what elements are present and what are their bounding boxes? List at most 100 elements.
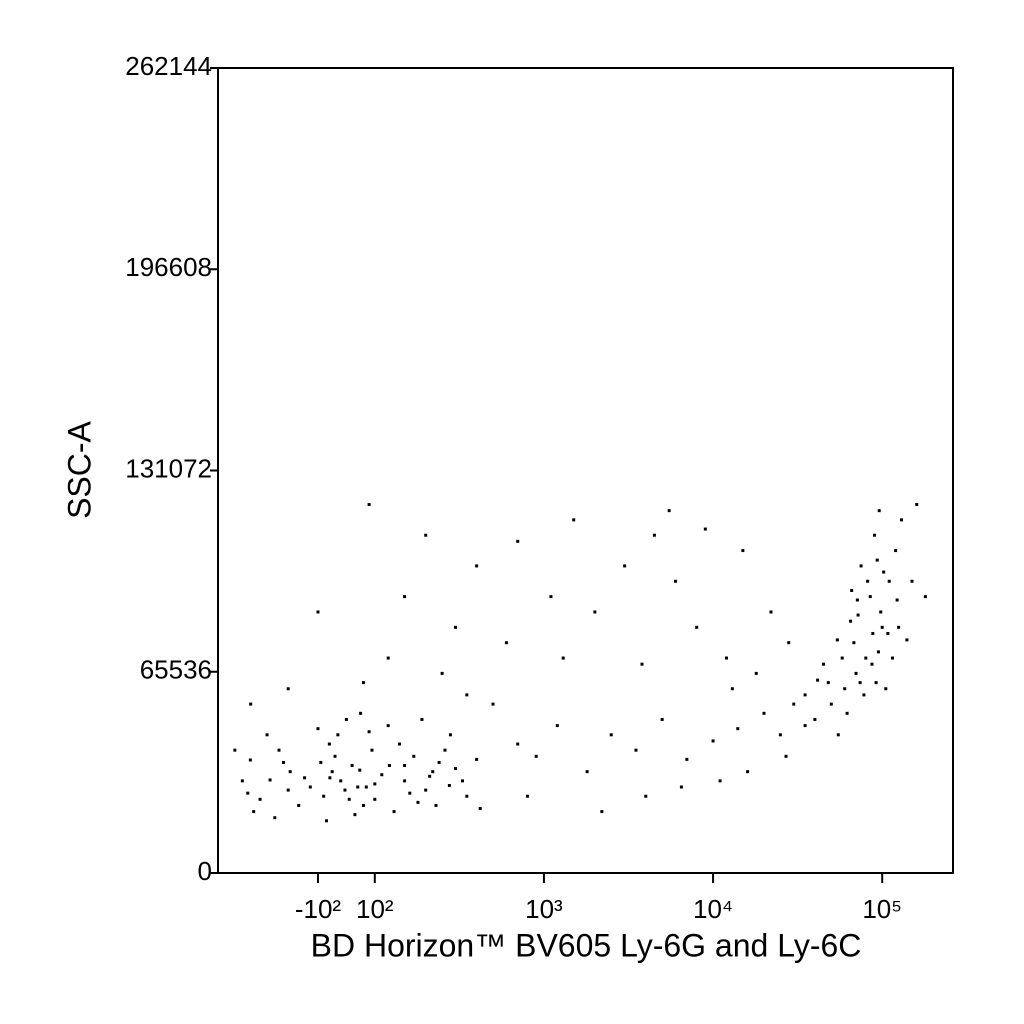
data-point xyxy=(478,807,482,811)
data-point xyxy=(813,717,817,721)
data-point xyxy=(644,794,648,798)
data-point xyxy=(792,702,796,706)
data-point xyxy=(561,656,565,660)
data-point xyxy=(695,625,699,629)
data-point xyxy=(281,760,285,764)
y-tick-label: 196608 xyxy=(125,252,212,282)
data-point xyxy=(876,650,880,654)
data-point xyxy=(880,625,884,629)
data-point xyxy=(910,579,914,583)
data-point xyxy=(240,779,244,783)
data-point xyxy=(328,776,332,780)
data-point xyxy=(316,727,320,731)
data-point xyxy=(373,782,377,786)
data-point xyxy=(703,527,707,531)
data-point xyxy=(403,595,407,599)
data-point xyxy=(730,687,734,691)
data-point xyxy=(440,671,444,675)
data-point xyxy=(803,693,807,697)
data-point xyxy=(322,794,326,798)
data-point xyxy=(674,579,678,583)
data-point xyxy=(516,742,520,746)
data-point xyxy=(308,785,312,789)
y-tick-label: 131072 xyxy=(125,453,212,483)
data-point xyxy=(862,693,866,697)
data-point xyxy=(762,711,766,715)
data-point xyxy=(465,693,469,697)
data-point xyxy=(855,598,859,602)
data-point xyxy=(248,758,252,762)
data-point xyxy=(826,681,830,685)
data-point xyxy=(724,656,728,660)
data-point xyxy=(845,711,849,715)
data-point xyxy=(431,770,435,774)
data-point xyxy=(297,803,301,807)
data-point xyxy=(333,754,337,758)
data-point xyxy=(437,760,441,764)
data-point xyxy=(905,638,909,642)
data-point xyxy=(434,803,438,807)
data-point xyxy=(347,797,351,801)
data-point xyxy=(872,533,876,537)
x-tick-label: 10⁴ xyxy=(693,894,733,924)
y-axis-label: SSC-A xyxy=(61,420,97,518)
data-point xyxy=(890,656,894,660)
data-point xyxy=(356,785,360,789)
data-point xyxy=(854,671,858,675)
data-point xyxy=(380,773,384,777)
data-point xyxy=(367,730,371,734)
data-point xyxy=(778,733,782,737)
data-point xyxy=(754,671,758,675)
data-point xyxy=(859,564,863,568)
data-point xyxy=(623,564,627,568)
data-point xyxy=(685,757,689,761)
data-point xyxy=(273,816,277,820)
data-point xyxy=(420,717,424,721)
data-point xyxy=(268,778,272,782)
data-point xyxy=(769,610,773,614)
data-point xyxy=(897,625,901,629)
data-point xyxy=(534,754,538,758)
data-point xyxy=(787,641,791,645)
data-point xyxy=(852,641,856,645)
data-point xyxy=(640,662,644,666)
data-point xyxy=(866,579,870,583)
data-point xyxy=(836,733,840,737)
data-point xyxy=(882,570,886,574)
data-point xyxy=(899,518,903,522)
data-point xyxy=(849,619,853,623)
y-tick-label: 65536 xyxy=(140,655,212,685)
data-point xyxy=(516,539,520,543)
data-point xyxy=(403,779,407,783)
data-point xyxy=(286,687,290,691)
data-point xyxy=(868,595,872,599)
data-point xyxy=(327,742,331,746)
data-point xyxy=(886,631,890,635)
data-point xyxy=(233,748,237,752)
data-point xyxy=(398,742,402,746)
data-point xyxy=(822,662,826,666)
data-point xyxy=(303,776,307,780)
data-point xyxy=(746,770,750,774)
data-point xyxy=(403,764,407,768)
data-point xyxy=(286,788,290,792)
data-point xyxy=(871,631,875,635)
data-point xyxy=(258,797,262,801)
data-point xyxy=(336,733,340,737)
data-point xyxy=(370,748,374,752)
data-point xyxy=(652,533,656,537)
data-point xyxy=(711,739,715,743)
data-point xyxy=(246,791,250,795)
data-point xyxy=(879,610,883,614)
x-tick-label: -10² xyxy=(295,894,342,924)
data-point xyxy=(895,598,899,602)
y-tick-label: 0 xyxy=(198,856,212,886)
data-point xyxy=(277,748,281,752)
data-point xyxy=(448,733,452,737)
data-point xyxy=(718,779,722,783)
data-point xyxy=(887,579,891,583)
data-point xyxy=(491,702,495,706)
data-point xyxy=(453,767,457,771)
data-point xyxy=(447,783,451,787)
data-point xyxy=(373,797,377,801)
